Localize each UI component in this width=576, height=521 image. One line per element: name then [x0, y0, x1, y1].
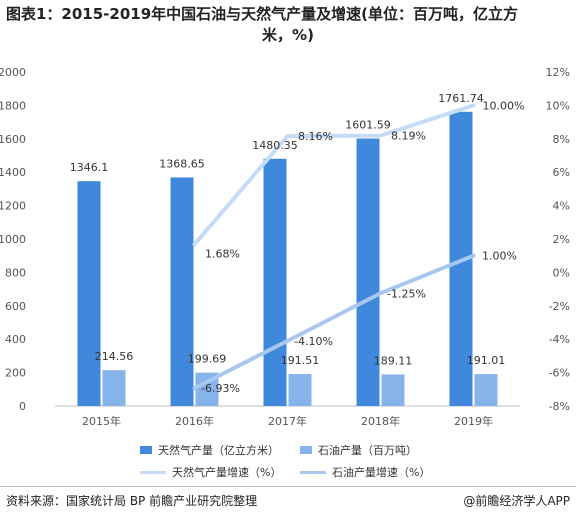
chart-title-line1: 图表1：2015-2019年中国石油与天然气产量及增速(单位：百万吨，亿立方	[6, 5, 519, 23]
legend-label: 石油产量（百万吨）	[318, 444, 417, 457]
oil-growth-value-label: -1.25%	[387, 287, 426, 300]
x-tick-label: 2018年	[361, 414, 400, 428]
gas-growth-value-label: 10.00%	[483, 99, 525, 112]
y-left-tick-label: 200	[5, 367, 26, 380]
legend-swatch	[300, 470, 326, 474]
oil-production-value-label: 214.56	[95, 350, 134, 363]
x-tick-label: 2016年	[175, 414, 214, 428]
credit-note: @前瞻经济学人APP	[463, 494, 570, 508]
chart-title: 图表1：2015-2019年中国石油与天然气产量及增速(单位：百万吨，亿立方 米…	[6, 4, 570, 46]
gas-production-value-label: 1368.65	[159, 157, 205, 170]
oil-growth-value-label: -4.10%	[294, 335, 333, 348]
y-left-tick-label: 1000	[0, 233, 26, 246]
gas-production-bar	[263, 158, 287, 406]
gas-production-bar	[356, 138, 380, 406]
footer-divider	[0, 486, 576, 487]
x-tick-label: 2017年	[268, 414, 307, 428]
legend-item-oil-growth: 石油产量增速（%）	[300, 464, 430, 480]
gas-production-value-label: 1346.1	[70, 161, 109, 174]
gas-growth-value-label: 8.19%	[391, 130, 426, 143]
oil-production-bar	[474, 374, 498, 406]
oil-production-bar	[102, 370, 126, 406]
y-right-tick-label: -2%	[549, 300, 570, 313]
legend-swatch	[140, 470, 166, 474]
y-right-tick-label: -4%	[549, 333, 570, 346]
gas-production-bar	[77, 181, 101, 406]
oil-production-value-label: 189.11	[374, 354, 413, 367]
x-tick-label: 2019年	[454, 414, 493, 428]
oil-growth-value-label: -6.93%	[201, 382, 240, 395]
oil-production-bar	[288, 374, 312, 406]
y-right-tick-label: -6%	[549, 367, 570, 380]
gas-growth-value-label: 1.68%	[205, 247, 240, 260]
y-left-tick-label: 600	[5, 300, 26, 313]
legend-item-gas-growth: 天然气产量增速（%）	[140, 464, 281, 480]
y-left-tick-label: 1600	[0, 133, 26, 146]
y-right-tick-label: -8%	[549, 400, 570, 413]
oil-production-value-label: 191.01	[467, 354, 506, 367]
y-right-tick-label: 6%	[553, 166, 570, 179]
chart-title-line2: 米，%)	[262, 26, 314, 44]
y-left-tick-label: 400	[5, 333, 26, 346]
y-left-tick-label: 2000	[0, 66, 26, 79]
oil-production-value-label: 199.69	[188, 353, 227, 366]
y-left-tick-label: 1400	[0, 166, 26, 179]
oil-production-bar	[381, 374, 405, 406]
y-right-tick-label: 4%	[553, 200, 570, 213]
gas-production-value-label: 1480.35	[252, 139, 298, 152]
legend-label: 天然气产量（亿立方米）	[158, 444, 279, 457]
y-right-tick-label: 2%	[553, 233, 570, 246]
x-tick-label: 2015年	[82, 414, 121, 428]
y-left-tick-label: 800	[5, 266, 26, 279]
legend-item-oil-production: 石油产量（百万吨）	[300, 442, 417, 458]
legend-item-gas-production: 天然气产量（亿立方米）	[140, 442, 279, 458]
y-left-tick-label: 0	[19, 400, 26, 413]
gas-production-value-label: 1601.59	[345, 119, 391, 132]
chart-legend: 天然气产量（亿立方米） 石油产量（百万吨） 天然气产量增速（%） 石油产量增速（%）	[0, 438, 576, 482]
gas-production-bar	[170, 177, 194, 406]
y-right-tick-label: 10%	[546, 99, 570, 112]
legend-label: 天然气产量增速（%）	[172, 466, 282, 479]
oil-growth-value-label: 1.00%	[482, 250, 517, 263]
y-right-tick-label: 8%	[553, 133, 570, 146]
y-right-tick-label: 12%	[546, 66, 570, 79]
y-right-tick-label: 0%	[553, 266, 570, 279]
legend-swatch	[300, 446, 312, 454]
y-left-tick-label: 1800	[0, 99, 26, 112]
gas-production-value-label: 1761.74	[438, 92, 484, 105]
legend-swatch	[140, 446, 152, 454]
source-note: 资料来源：国家统计局 BP 前瞻产业研究院整理	[6, 494, 258, 508]
y-left-tick-label: 1200	[0, 200, 26, 213]
oil-growth-line	[192, 253, 476, 391]
legend-label: 石油产量增速（%）	[332, 466, 431, 479]
gas-growth-value-label: 8.16%	[298, 130, 333, 143]
gas-growth-line	[192, 103, 476, 247]
oil-production-value-label: 191.51	[281, 354, 320, 367]
